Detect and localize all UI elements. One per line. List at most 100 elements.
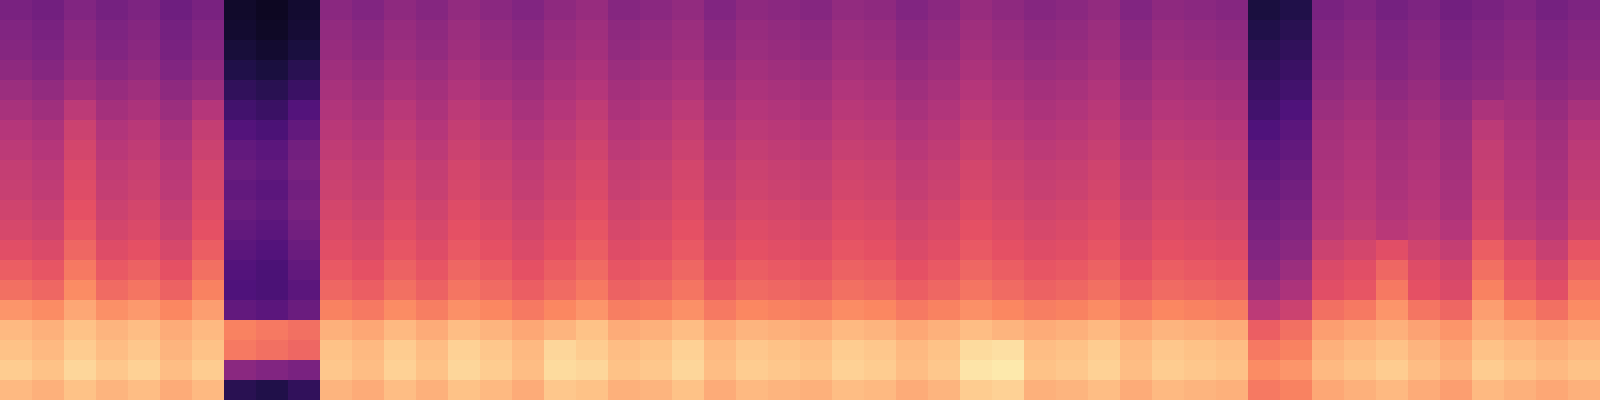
cell [608,320,641,341]
cell [800,240,833,261]
cell [1152,340,1185,361]
cell [960,160,993,181]
cell [992,160,1025,181]
cell [1056,240,1089,261]
cell [352,360,385,381]
cell [96,360,129,381]
cell [160,80,193,101]
cell [736,240,769,261]
cell [160,220,193,241]
cell [672,120,705,141]
cell [1536,60,1569,81]
cell [736,60,769,81]
cell [320,240,353,261]
cell [1024,340,1057,361]
cell [896,260,929,281]
cell [224,260,257,281]
cell [768,180,801,201]
cell [736,80,769,101]
cell [32,300,65,321]
cell [352,220,385,241]
cell [864,80,897,101]
cell [672,320,705,341]
cell [1216,240,1249,261]
cell [1248,100,1281,121]
cell [1184,60,1217,81]
cell [832,280,865,301]
cell [960,100,993,121]
cell [352,280,385,301]
cell [1056,80,1089,101]
cell [1056,360,1089,381]
cell [128,140,161,161]
cell [1120,220,1153,241]
cell [1216,220,1249,241]
cell [1376,300,1409,321]
cell [640,60,673,81]
cell [1376,20,1409,41]
cell [832,100,865,121]
cell [384,300,417,321]
cell [1152,220,1185,241]
cell [1184,140,1217,161]
cell [1024,300,1057,321]
cell [928,160,961,181]
cell [96,220,129,241]
cell [192,100,225,121]
cell [448,260,481,281]
cell [960,260,993,281]
cell [672,380,705,400]
cell [1376,320,1409,341]
cell [800,340,833,361]
cell [576,100,609,121]
cell [928,100,961,121]
cell [1280,180,1313,201]
cell [1088,340,1121,361]
cell [800,20,833,41]
cell [544,80,577,101]
cell [480,260,513,281]
cell [32,140,65,161]
cell [448,180,481,201]
cell [192,360,225,381]
cell [1024,200,1057,221]
cell [64,80,97,101]
cell [704,20,737,41]
cell [352,0,385,21]
cell [1088,220,1121,241]
cell [288,220,321,241]
cell [1312,80,1345,101]
cell [0,100,33,121]
cell [480,20,513,41]
cell [1504,140,1537,161]
cell [416,340,449,361]
cell [896,300,929,321]
cell [192,40,225,61]
cell [512,200,545,221]
cell [896,340,929,361]
cell [1088,120,1121,141]
cell [832,160,865,181]
cell [512,280,545,301]
cell [352,140,385,161]
cell [192,320,225,341]
cell [64,200,97,221]
cell [384,180,417,201]
cell [64,60,97,81]
cell [1504,320,1537,341]
cell [768,0,801,21]
cell [480,380,513,400]
cell [1536,0,1569,21]
cell [992,60,1025,81]
cell [448,120,481,141]
cell [1440,240,1473,261]
cell [1536,200,1569,221]
cell [1376,280,1409,301]
cell [1472,120,1505,141]
cell [1088,280,1121,301]
cell [800,200,833,221]
cell [576,300,609,321]
cell [864,140,897,161]
cell [384,40,417,61]
cell [1088,100,1121,121]
